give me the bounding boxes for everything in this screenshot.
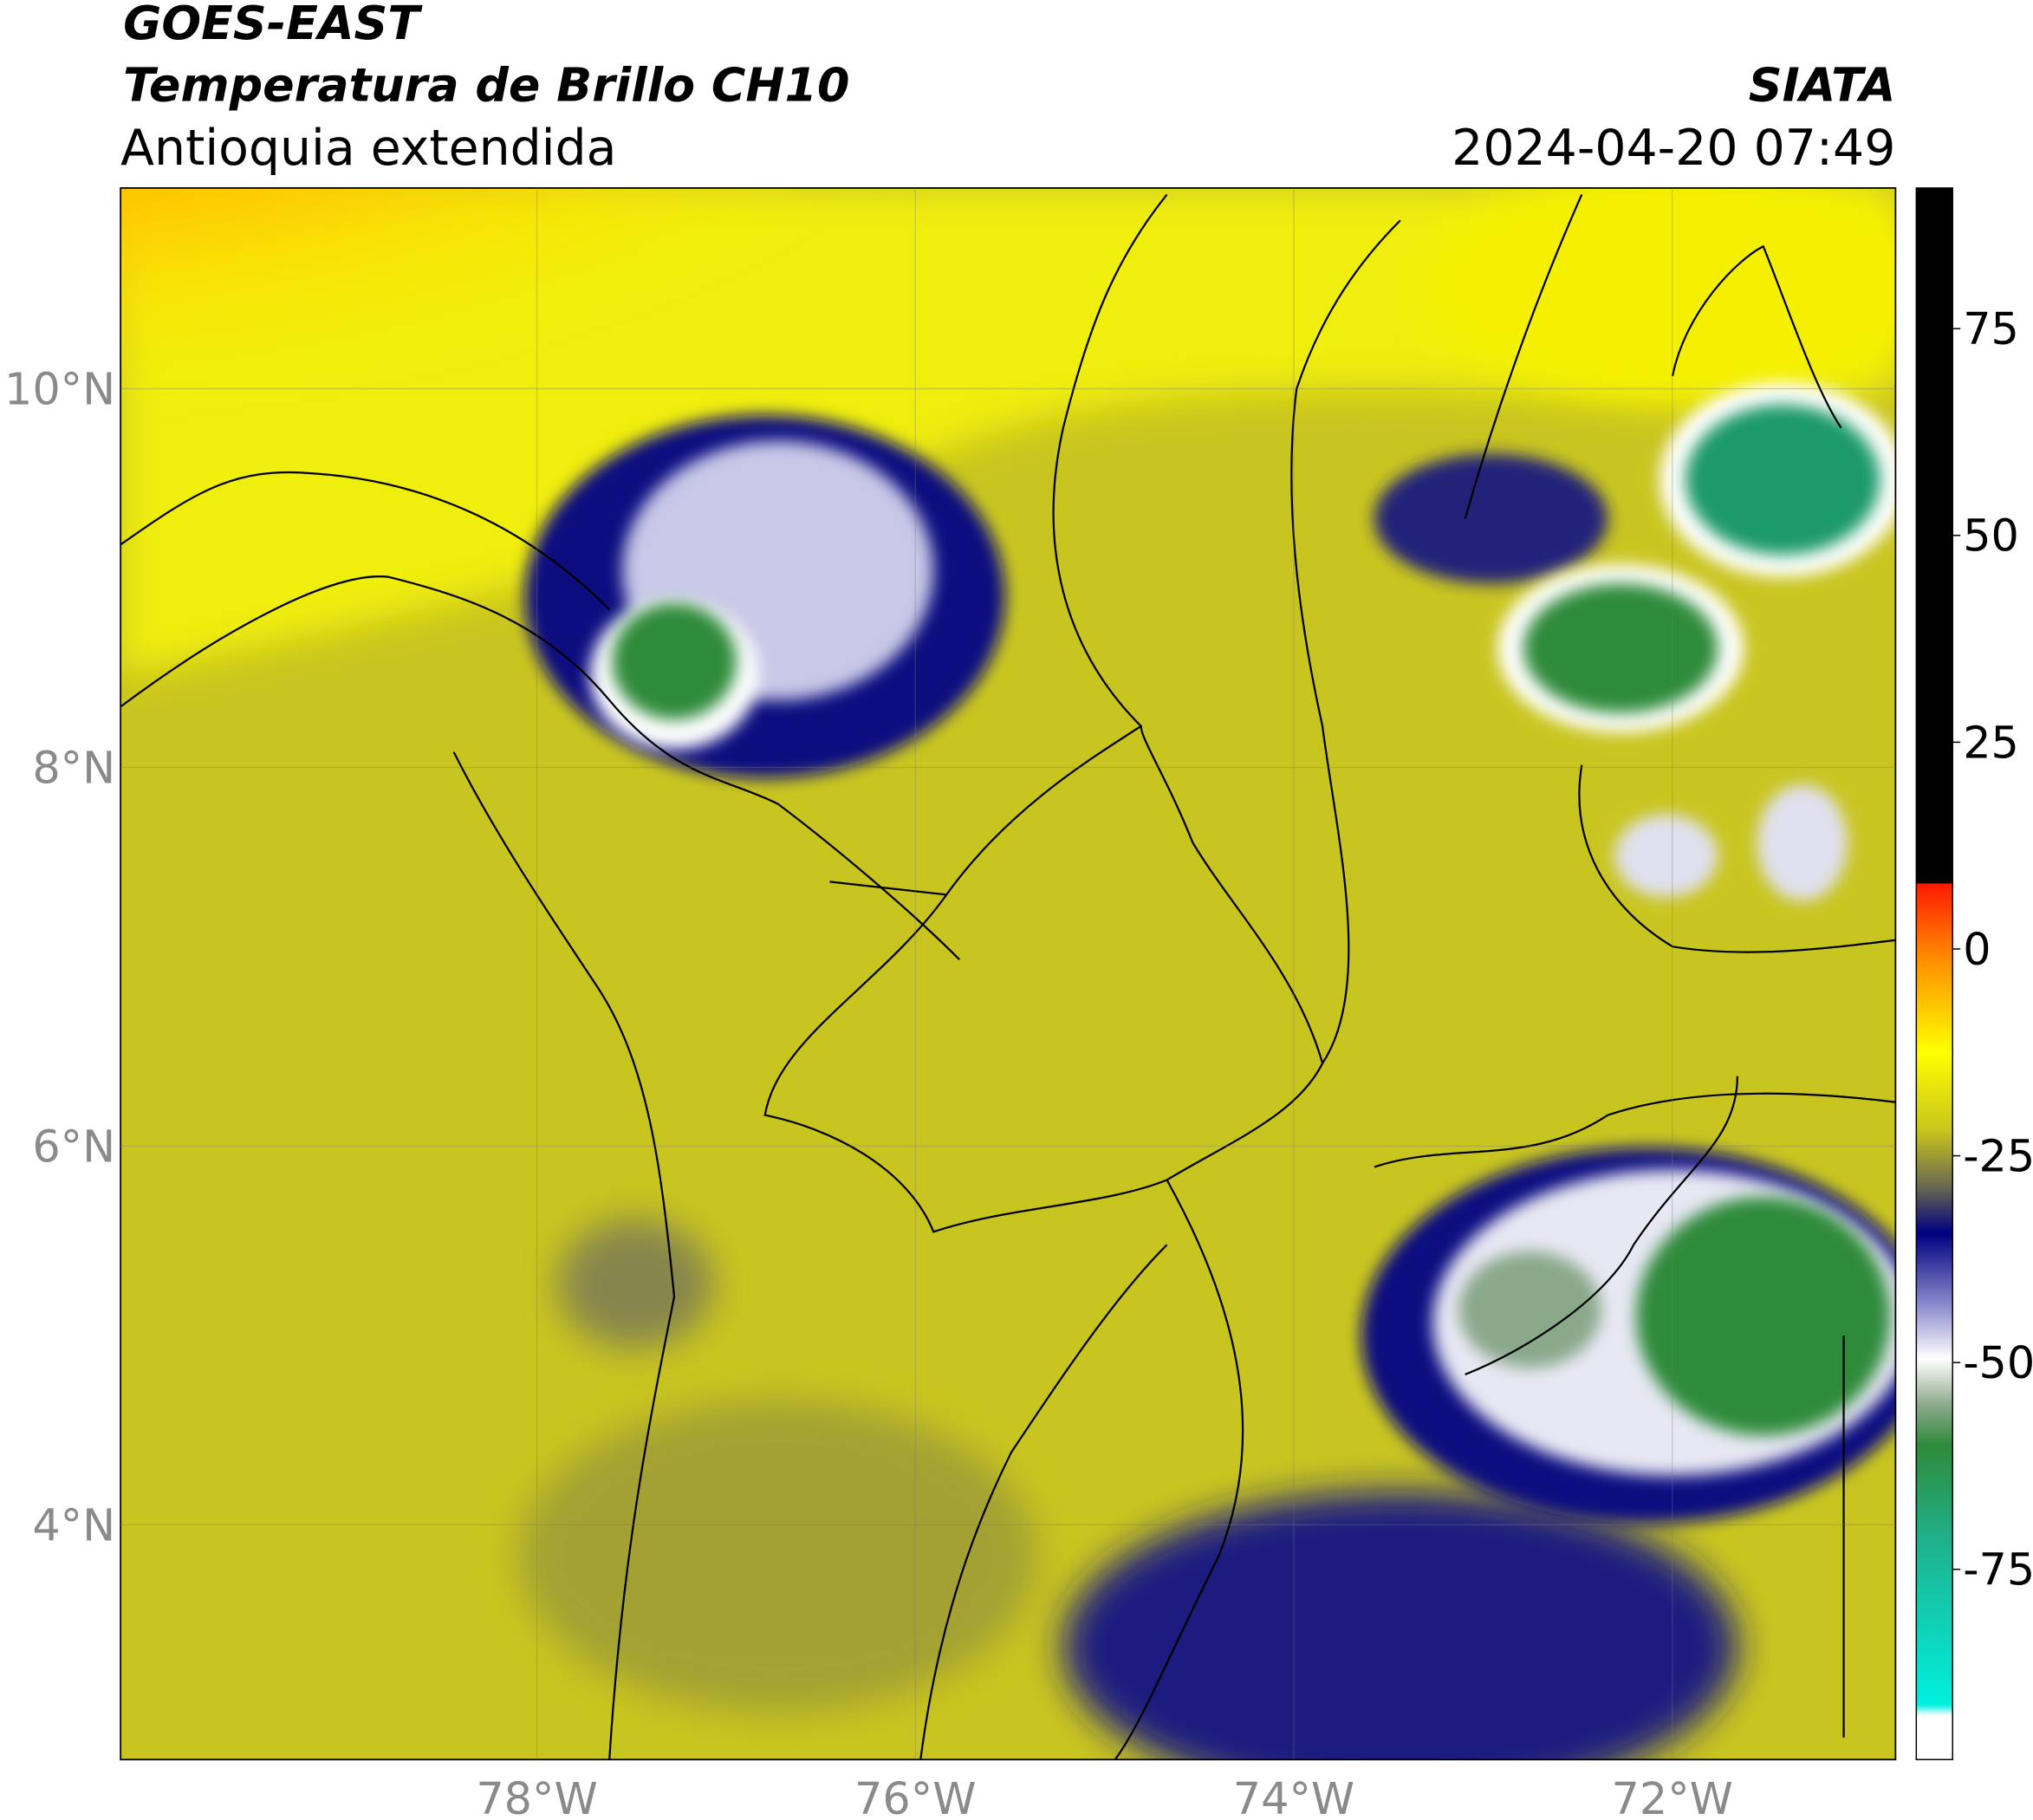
region: Antioquia extendida bbox=[120, 120, 616, 177]
map-frame bbox=[120, 187, 1897, 1761]
x-tick-label: 72°W bbox=[1612, 1773, 1733, 1820]
y-tick-label: 8°N bbox=[32, 742, 115, 793]
y-tick-label: 10°N bbox=[4, 363, 115, 414]
satellite: GOES-EAST bbox=[123, 0, 423, 50]
colorbar-tick-label: 75 bbox=[1963, 303, 2019, 354]
colorbar-tick-label: -50 bbox=[1963, 1337, 2033, 1388]
x-tick-label: 76°W bbox=[854, 1773, 976, 1820]
product: Temperatura de Brillo CH10 bbox=[123, 58, 849, 113]
datetime: 2024-04-20 07:49 bbox=[1452, 120, 1895, 177]
colorbar-tick-label: 50 bbox=[1963, 510, 2019, 562]
colorbar-tick-label: 0 bbox=[1963, 924, 1991, 975]
x-tick-label: 74°W bbox=[1233, 1773, 1354, 1820]
source: SIATA bbox=[1749, 58, 1896, 113]
map-field bbox=[120, 187, 1896, 1760]
colorbar bbox=[1915, 187, 1953, 1761]
borders bbox=[120, 193, 1896, 1760]
colorbar-tick-label: 25 bbox=[1963, 717, 2019, 768]
colorbar-tick-label: -75 bbox=[1963, 1544, 2033, 1596]
x-tick-label: 78°W bbox=[476, 1773, 597, 1820]
colorbar-tick-label: -25 bbox=[1963, 1131, 2033, 1182]
y-tick-label: 4°N bbox=[32, 1499, 115, 1550]
y-tick-label: 6°N bbox=[32, 1121, 115, 1172]
